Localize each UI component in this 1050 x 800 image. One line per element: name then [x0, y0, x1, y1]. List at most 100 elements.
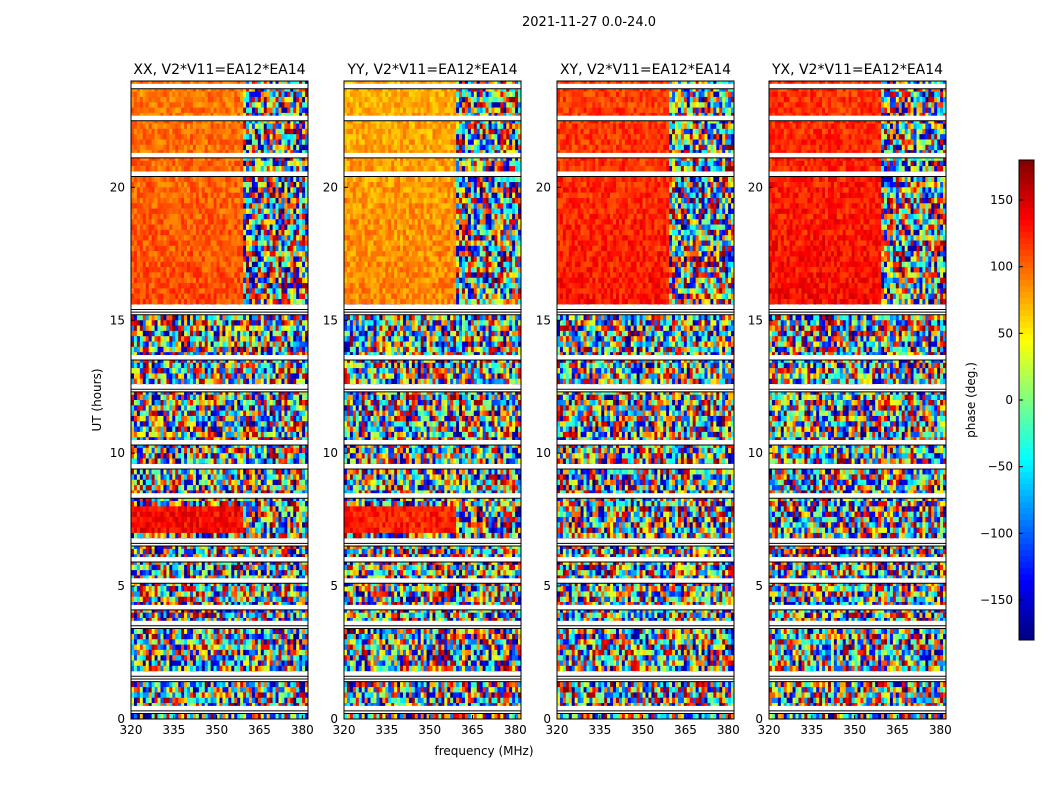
colorbar-segment [1019, 400, 1034, 407]
flagged-row [769, 604, 946, 610]
colorbar-segment [1019, 286, 1034, 293]
flagged-row [131, 440, 308, 445]
flagged-row [131, 538, 308, 544]
panel-2: XY, V2*V11=EA12*EA14 320 335 350 365 380 0 5 10 1… [536, 62, 740, 737]
colorbar-segment [1019, 184, 1034, 191]
flagged-row [344, 171, 521, 177]
flagged-row [344, 83, 521, 89]
x-axis-label: frequency (MHz) [434, 744, 533, 758]
y-tick-label: 20 [323, 180, 338, 194]
panel-frame [768, 80, 947, 720]
flagged-row [769, 620, 946, 626]
y-tick-label: 0 [543, 712, 551, 726]
colorbar-tick-label: 50 [998, 326, 1013, 340]
panel-frame [556, 80, 735, 720]
colorbar-segment [1019, 178, 1034, 185]
flagged-row [557, 557, 734, 562]
colorbar-segment [1019, 478, 1034, 485]
flagged-row [557, 115, 734, 121]
flagged-row [131, 557, 308, 562]
flagged-row [131, 578, 308, 584]
flagged-row [769, 538, 946, 544]
flagged-row [557, 384, 734, 390]
flagged-row [344, 304, 521, 310]
x-tick-label: 380 [717, 723, 740, 737]
x-tick-label: 380 [929, 723, 952, 737]
colorbar-segment [1019, 586, 1034, 593]
y-tick-label: 5 [117, 579, 125, 593]
flagged-row [131, 115, 308, 121]
x-tick-label: 335 [588, 723, 611, 737]
y-tick-label: 20 [110, 180, 125, 194]
flagged-row [557, 538, 734, 544]
panel-title: XY, V2*V11=EA12*EA14 [560, 62, 731, 78]
x-tick-label: 350 [205, 723, 228, 737]
flagged-row [769, 705, 946, 711]
flagged-row [557, 578, 734, 584]
phase-heatmap [769, 81, 946, 719]
flagged-row [131, 705, 308, 711]
y-tick-label: 15 [110, 313, 125, 327]
y-tick-label: 5 [330, 579, 338, 593]
colorbar-segment [1019, 370, 1034, 377]
phase-heatmap [557, 81, 734, 719]
y-tick-label: 10 [323, 446, 338, 460]
colorbar-segment [1019, 592, 1034, 599]
colorbar-segment [1019, 328, 1034, 335]
flagged-row [769, 440, 946, 445]
flagged-row [131, 355, 308, 360]
colorbar-segment [1019, 448, 1034, 455]
colorbar-segment [1019, 388, 1034, 395]
flagged-row [557, 604, 734, 610]
colorbar-segment [1019, 538, 1034, 545]
flagged-row [769, 115, 946, 121]
flagged-row [769, 578, 946, 584]
flagged-row [557, 440, 734, 445]
flagged-row [557, 705, 734, 711]
colorbar-segment [1019, 616, 1034, 623]
colorbar-segment [1019, 202, 1034, 209]
flagged-row [344, 493, 521, 499]
colorbar-segment [1019, 502, 1034, 509]
panel-3: YX, V2*V11=EA12*EA14 320 335 350 365 380 0 5 10 1… [748, 62, 952, 737]
colorbar-segment [1019, 250, 1034, 257]
flagged-row [557, 620, 734, 626]
flagged-row [131, 604, 308, 610]
colorbar-segment [1019, 232, 1034, 239]
colorbar-segment [1019, 172, 1034, 179]
panel-title: YY, V2*V11=EA12*EA14 [346, 62, 517, 78]
colorbar-segment [1019, 574, 1034, 581]
colorbar-segment [1019, 454, 1034, 461]
flagged-row [131, 493, 308, 499]
flagged-row [769, 171, 946, 177]
colorbar-segment [1019, 412, 1034, 419]
flagged-row [344, 604, 521, 610]
y-tick-label: 5 [543, 579, 551, 593]
flagged-row [344, 557, 521, 562]
colorbar-segment [1019, 604, 1034, 611]
colorbar-tick-label: −150 [980, 593, 1013, 607]
colorbar-segment [1019, 256, 1034, 263]
colorbar-segment [1019, 166, 1034, 173]
flagged-row [557, 493, 734, 499]
colorbar-segment [1019, 304, 1034, 311]
x-tick-label: 365 [248, 723, 271, 737]
flagged-row [769, 384, 946, 390]
y-tick-label: 20 [536, 180, 551, 194]
flagged-row [769, 557, 946, 562]
colorbar-segment [1019, 496, 1034, 503]
colorbar-segment [1019, 460, 1034, 467]
x-tick-label: 365 [674, 723, 697, 737]
colorbar-segment [1019, 196, 1034, 203]
colorbar-segment [1019, 622, 1034, 629]
x-tick-label: 335 [800, 723, 823, 737]
colorbar-tick-label: 100 [990, 260, 1013, 274]
x-tick-label: 365 [461, 723, 484, 737]
colorbar-segment [1019, 406, 1034, 413]
colorbar-segment [1019, 352, 1034, 359]
x-tick-label: 380 [291, 723, 314, 737]
colorbar-segment [1019, 238, 1034, 245]
colorbar-segment [1019, 244, 1034, 251]
y-tick-label: 20 [748, 180, 763, 194]
